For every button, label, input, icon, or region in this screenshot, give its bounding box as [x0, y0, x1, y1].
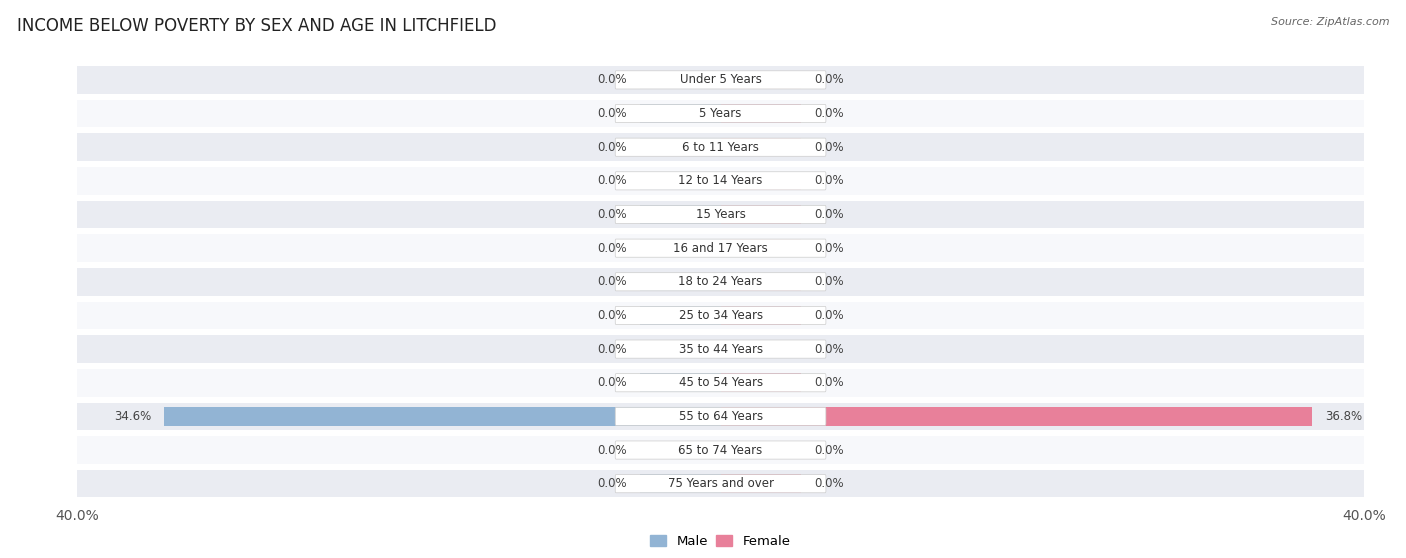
- Bar: [640, 138, 721, 156]
- Bar: [640, 306, 721, 325]
- Bar: [77, 402, 1364, 430]
- Bar: [640, 474, 721, 493]
- Bar: [721, 407, 1312, 426]
- Bar: [640, 239, 721, 257]
- Legend: Male, Female: Male, Female: [645, 530, 796, 553]
- Bar: [721, 71, 801, 89]
- Text: 0.0%: 0.0%: [598, 107, 627, 120]
- Bar: [640, 373, 721, 392]
- Text: 0.0%: 0.0%: [598, 477, 627, 490]
- FancyBboxPatch shape: [616, 475, 825, 493]
- Bar: [77, 133, 1364, 161]
- Text: 55 to 64 Years: 55 to 64 Years: [679, 410, 762, 423]
- Bar: [721, 172, 801, 190]
- Text: 0.0%: 0.0%: [814, 477, 844, 490]
- Text: 36.8%: 36.8%: [1326, 410, 1362, 423]
- Bar: [721, 239, 801, 257]
- Text: Under 5 Years: Under 5 Years: [679, 74, 762, 86]
- Bar: [721, 441, 801, 459]
- Text: 0.0%: 0.0%: [814, 174, 844, 187]
- FancyBboxPatch shape: [616, 273, 825, 291]
- Bar: [77, 436, 1364, 464]
- FancyBboxPatch shape: [616, 306, 825, 325]
- Text: 0.0%: 0.0%: [598, 208, 627, 221]
- Bar: [721, 272, 801, 291]
- Text: 0.0%: 0.0%: [814, 343, 844, 355]
- Text: 34.6%: 34.6%: [114, 410, 152, 423]
- Text: 18 to 24 Years: 18 to 24 Years: [679, 275, 762, 288]
- Bar: [721, 306, 801, 325]
- FancyBboxPatch shape: [616, 407, 825, 426]
- Text: 12 to 14 Years: 12 to 14 Years: [678, 174, 763, 187]
- Bar: [165, 407, 721, 426]
- Bar: [640, 272, 721, 291]
- Text: 0.0%: 0.0%: [598, 444, 627, 456]
- Text: 0.0%: 0.0%: [598, 275, 627, 288]
- Text: 6 to 11 Years: 6 to 11 Years: [682, 141, 759, 153]
- Bar: [77, 167, 1364, 195]
- Bar: [640, 205, 721, 224]
- Bar: [721, 474, 801, 493]
- Text: 0.0%: 0.0%: [598, 343, 627, 355]
- FancyBboxPatch shape: [616, 239, 825, 257]
- Bar: [77, 100, 1364, 127]
- Bar: [77, 234, 1364, 262]
- Bar: [77, 369, 1364, 397]
- Text: 0.0%: 0.0%: [598, 174, 627, 187]
- Text: INCOME BELOW POVERTY BY SEX AND AGE IN LITCHFIELD: INCOME BELOW POVERTY BY SEX AND AGE IN L…: [17, 17, 496, 35]
- Bar: [77, 66, 1364, 94]
- Text: 15 Years: 15 Years: [696, 208, 745, 221]
- Text: 0.0%: 0.0%: [814, 141, 844, 153]
- Bar: [640, 104, 721, 123]
- Bar: [721, 373, 801, 392]
- Text: 0.0%: 0.0%: [814, 309, 844, 322]
- Bar: [721, 104, 801, 123]
- Bar: [721, 205, 801, 224]
- Bar: [640, 71, 721, 89]
- Text: 0.0%: 0.0%: [598, 74, 627, 86]
- Text: 16 and 17 Years: 16 and 17 Years: [673, 242, 768, 254]
- FancyBboxPatch shape: [616, 104, 825, 123]
- FancyBboxPatch shape: [616, 71, 825, 89]
- Text: 65 to 74 Years: 65 to 74 Years: [679, 444, 762, 456]
- Text: 0.0%: 0.0%: [814, 242, 844, 254]
- Bar: [640, 340, 721, 358]
- FancyBboxPatch shape: [616, 172, 825, 190]
- FancyBboxPatch shape: [616, 441, 825, 459]
- Text: 35 to 44 Years: 35 to 44 Years: [679, 343, 762, 355]
- Text: 25 to 34 Years: 25 to 34 Years: [679, 309, 762, 322]
- Text: 0.0%: 0.0%: [814, 107, 844, 120]
- Bar: [721, 340, 801, 358]
- FancyBboxPatch shape: [616, 340, 825, 358]
- Text: 5 Years: 5 Years: [699, 107, 742, 120]
- Bar: [77, 302, 1364, 329]
- Text: 0.0%: 0.0%: [814, 74, 844, 86]
- Bar: [77, 268, 1364, 296]
- Bar: [640, 172, 721, 190]
- Text: 75 Years and over: 75 Years and over: [668, 477, 773, 490]
- FancyBboxPatch shape: [616, 374, 825, 392]
- Text: 0.0%: 0.0%: [814, 444, 844, 456]
- FancyBboxPatch shape: [616, 138, 825, 156]
- Text: 0.0%: 0.0%: [814, 275, 844, 288]
- Text: 0.0%: 0.0%: [598, 141, 627, 153]
- Bar: [77, 470, 1364, 498]
- Bar: [640, 441, 721, 459]
- Text: 45 to 54 Years: 45 to 54 Years: [679, 376, 762, 389]
- Bar: [77, 201, 1364, 228]
- Bar: [721, 138, 801, 156]
- Text: 0.0%: 0.0%: [814, 208, 844, 221]
- FancyBboxPatch shape: [616, 205, 825, 224]
- Text: 0.0%: 0.0%: [814, 376, 844, 389]
- Text: Source: ZipAtlas.com: Source: ZipAtlas.com: [1271, 17, 1389, 27]
- Text: 0.0%: 0.0%: [598, 242, 627, 254]
- Text: 0.0%: 0.0%: [598, 309, 627, 322]
- Bar: [77, 335, 1364, 363]
- Text: 0.0%: 0.0%: [598, 376, 627, 389]
